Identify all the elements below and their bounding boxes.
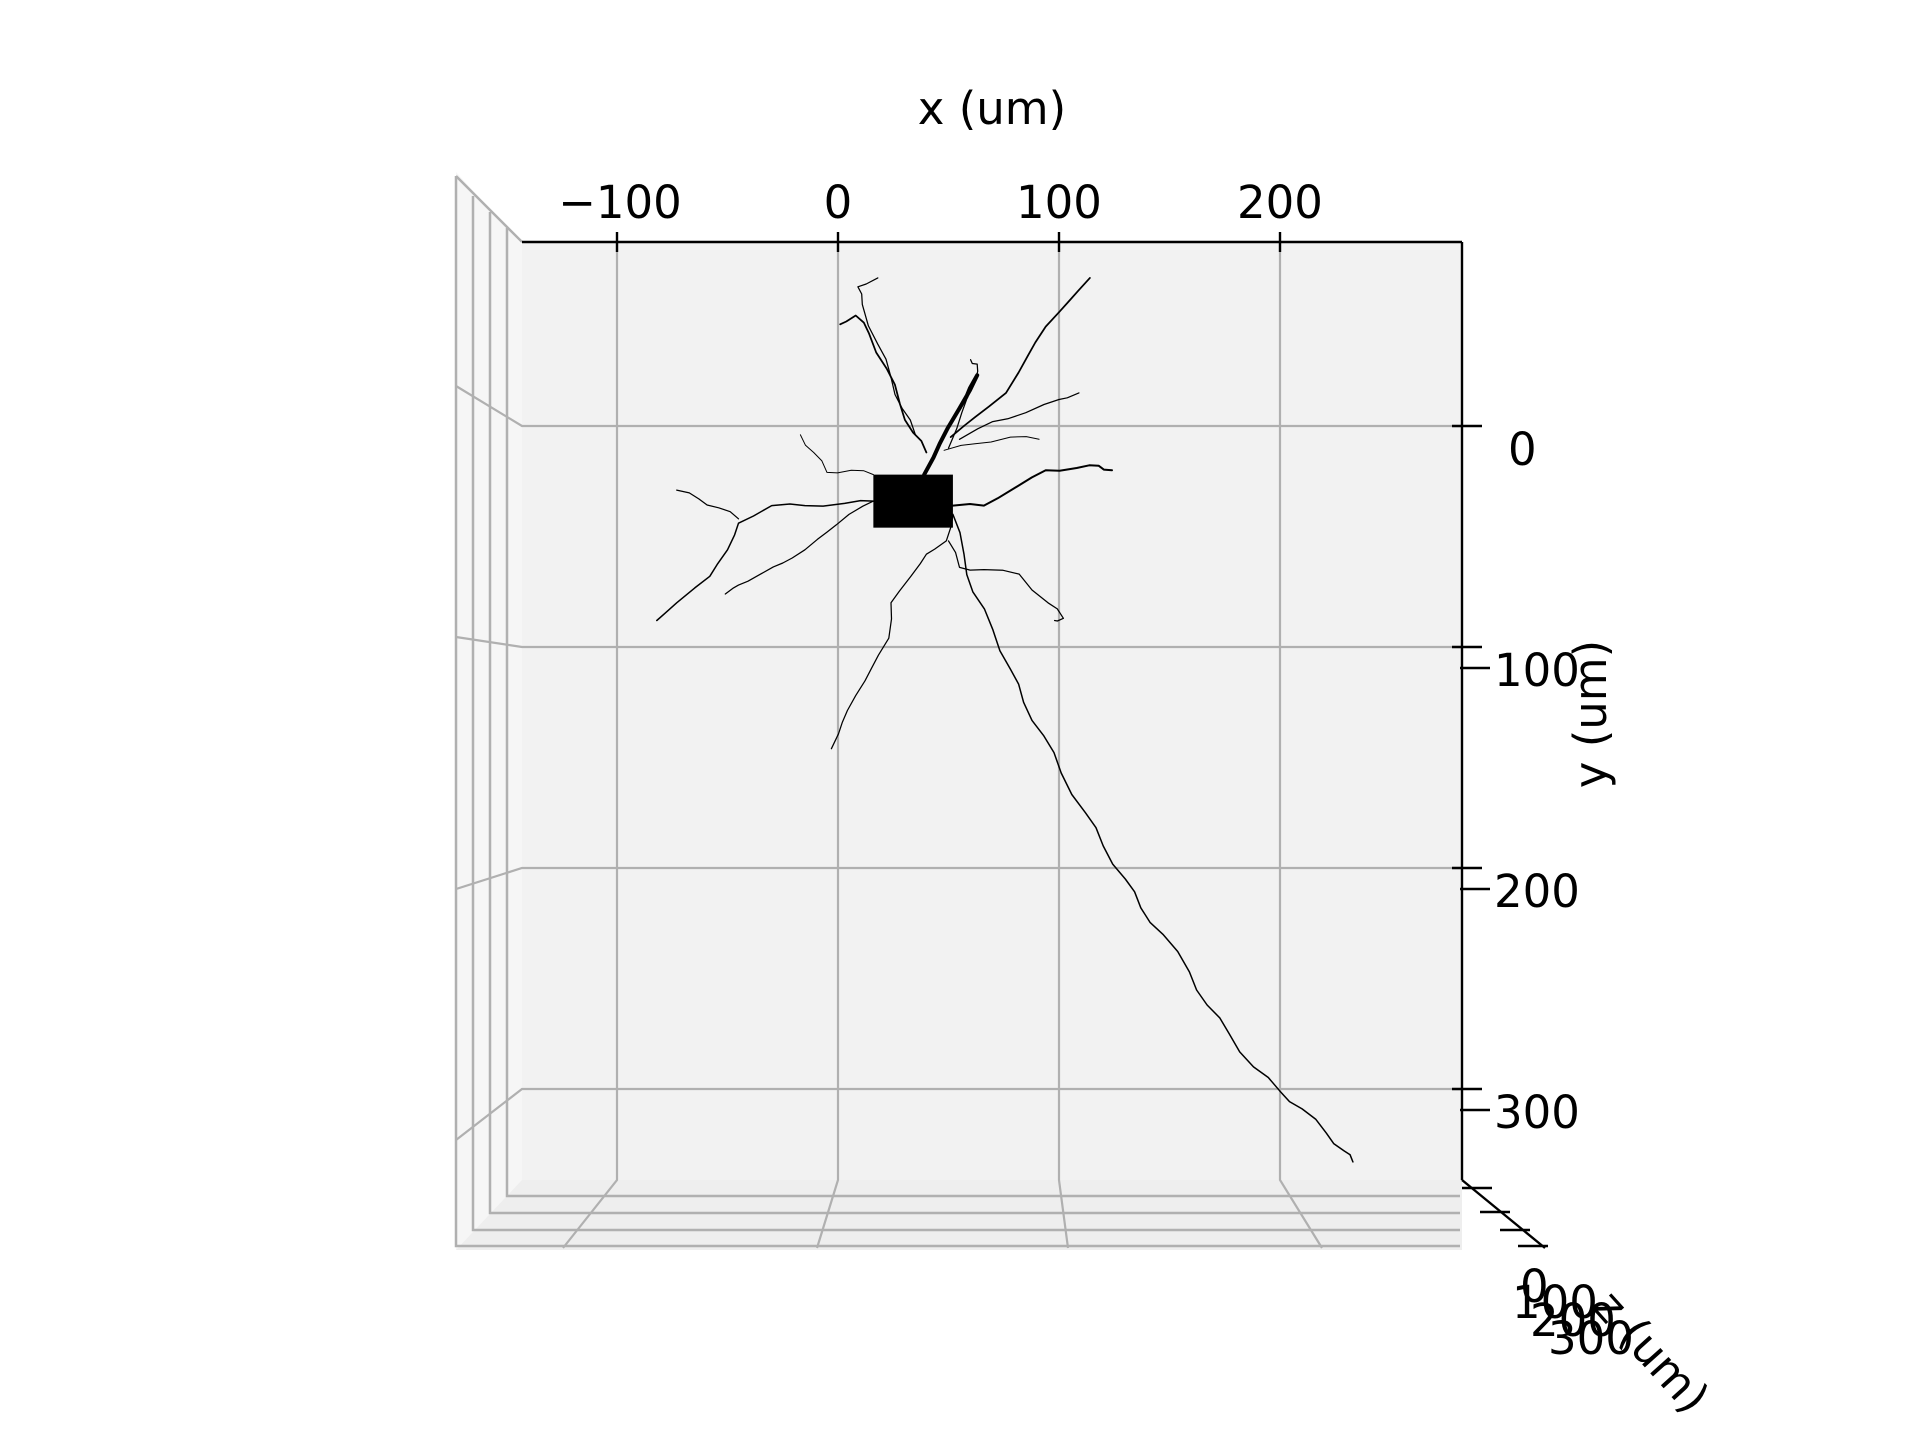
- y-tick-label: 200: [1494, 865, 1580, 918]
- y-tick-label: 100: [1494, 644, 1580, 697]
- z-tick-label: 300: [1548, 1312, 1634, 1365]
- x-tick-label: −100: [558, 176, 682, 229]
- branch-oblique-thin: [943, 436, 1040, 451]
- branch-axon: [952, 513, 1354, 1163]
- soma: [873, 474, 953, 528]
- y-axis-ticks: [1452, 424, 1490, 1112]
- y-tick-label: 0: [1508, 423, 1537, 476]
- x-tick-label: 0: [824, 176, 853, 229]
- branch-basal-left-upper: [799, 434, 874, 476]
- z-tick-labels: 0 100 200 300: [1512, 1260, 1634, 1365]
- branch-basal-left-lower: [724, 500, 875, 595]
- branch-basal-down: [830, 513, 954, 750]
- x-tick-labels: −100 0 100 200: [558, 176, 1323, 229]
- branch-basal-right-mid: [951, 464, 1113, 507]
- branch-basal-down-right: [947, 540, 1065, 622]
- x-axis-label: x (um): [918, 82, 1066, 135]
- branch-basal-left-main: [656, 499, 875, 622]
- branch-apical-upper-right: [947, 359, 979, 449]
- z-axis-line: [1461, 1179, 1546, 1249]
- branch-apical-right-long: [949, 277, 1091, 438]
- z-tick-label: 100: [1512, 1276, 1598, 1329]
- z-tick-label: 200: [1530, 1294, 1616, 1347]
- branch-apical-trunk: [922, 373, 980, 477]
- back-panes: [454, 172, 1462, 1250]
- x-tick-label: 100: [1016, 176, 1102, 229]
- z-axis-ticks: [1462, 1186, 1548, 1248]
- y-axis-label: y (um): [1564, 640, 1617, 788]
- branch-basal-left-short: [676, 489, 740, 520]
- y-tick-labels: 0 100 200 300: [1494, 423, 1580, 1139]
- axes-frame: [522, 240, 1546, 1249]
- branch-apical-left-tuft: [857, 277, 917, 436]
- y-tick-label: 300: [1494, 1086, 1580, 1139]
- neuron-morphology: [656, 277, 1354, 1163]
- z-tick-label: 0: [1520, 1260, 1549, 1313]
- x-axis-ticks: [615, 232, 1282, 252]
- branch-oblique-right: [958, 392, 1080, 440]
- grid-lines: [455, 242, 1462, 1249]
- x-tick-label: 200: [1237, 176, 1323, 229]
- plot-pane: [522, 242, 1462, 1180]
- branch-apical-upper-left: [839, 314, 928, 454]
